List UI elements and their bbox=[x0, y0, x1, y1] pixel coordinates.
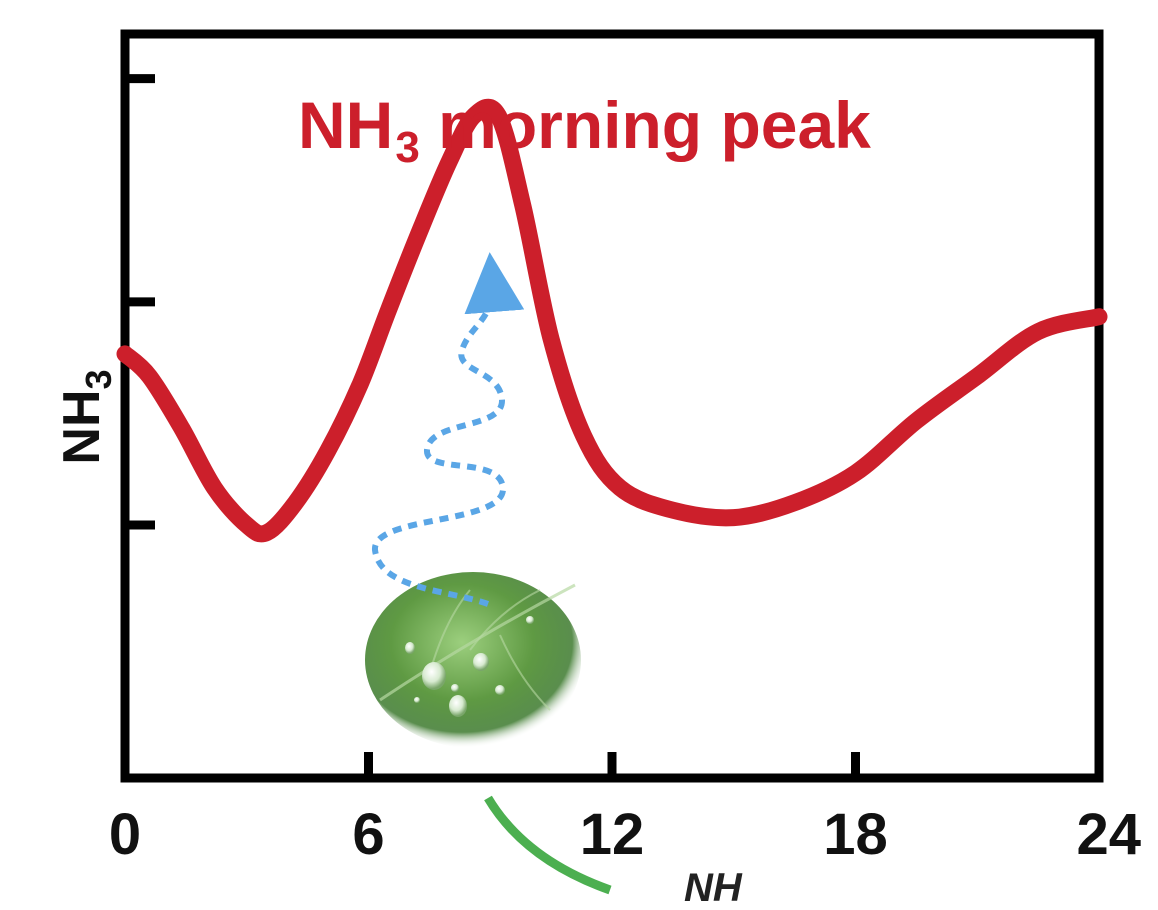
y-ticks bbox=[125, 74, 155, 530]
dew-leaf-illustration bbox=[365, 572, 581, 748]
title-rest: morning peak bbox=[419, 88, 871, 162]
series-layer bbox=[116, 98, 1108, 543]
nh3-series-line bbox=[116, 98, 1108, 543]
rising-emission-arrow bbox=[372, 252, 525, 607]
y-axis-label: NH3 bbox=[53, 369, 119, 465]
title-sub: 3 bbox=[395, 123, 420, 172]
ylabel-sub: 3 bbox=[78, 369, 119, 390]
x-tick-label: 18 bbox=[823, 802, 888, 867]
x-ticks: 0 6 12 18 24 bbox=[109, 752, 1141, 867]
title-main: NH bbox=[298, 88, 394, 162]
x-tick-label: 24 bbox=[1076, 802, 1141, 867]
bottom-green-arc bbox=[484, 795, 612, 895]
cut-off-label: NH bbox=[684, 866, 742, 910]
chart-title: NH3 morning peak bbox=[298, 92, 871, 170]
ylabel-main: NH bbox=[53, 389, 111, 465]
x-tick-label: 12 bbox=[580, 802, 645, 867]
x-tick-label: 0 bbox=[109, 802, 141, 867]
x-tick-label: 6 bbox=[352, 802, 384, 867]
